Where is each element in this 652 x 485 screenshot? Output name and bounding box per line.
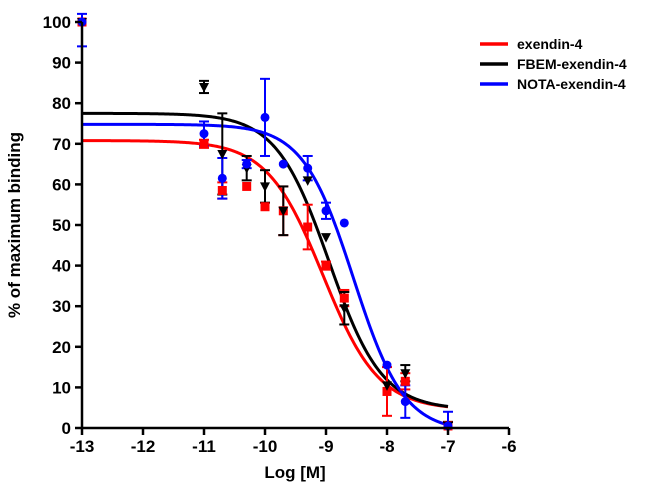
legend-item: exendin-4 (480, 36, 583, 52)
legend-label: NOTA-exendin-4 (517, 76, 626, 92)
data-point (242, 181, 252, 191)
legend-item: NOTA-exendin-4 (480, 76, 626, 92)
legend-item: FBEM-exendin-4 (480, 56, 627, 72)
data-point (400, 369, 411, 379)
x-tick-label: -11 (192, 437, 216, 456)
data-point (321, 233, 331, 243)
y-tick-label: 80 (52, 94, 71, 113)
x-tick-label: -9 (318, 437, 333, 456)
legend: exendin-4 FBEM-exendin-4 NOTA-exendin-4 (480, 36, 627, 92)
x-ticks: -13 -12 -11 -10 -9 -8 -7 -6 (70, 428, 517, 456)
y-tick-label: 90 (52, 54, 71, 73)
x-tick-label: -13 (70, 437, 95, 456)
x-tick-label: -12 (131, 437, 156, 456)
y-tick-label: 30 (52, 297, 71, 316)
fit-curves (82, 111, 449, 427)
legend-label: exendin-4 (517, 36, 583, 52)
y-tick-label: 20 (52, 338, 71, 357)
data-point (260, 112, 270, 122)
y-tick-label: 50 (52, 216, 71, 235)
data-point (242, 159, 252, 169)
data-point (339, 293, 349, 303)
data-point (260, 202, 270, 212)
data-point (339, 218, 349, 228)
data-point (278, 206, 289, 217)
data-point (400, 397, 410, 407)
data-point (382, 386, 392, 396)
data-point (260, 182, 270, 192)
data-point (199, 82, 209, 93)
y-ticks: 0 10 20 30 40 50 60 70 80 90 100 (43, 13, 82, 438)
data-point (321, 206, 331, 216)
data-point (199, 129, 209, 139)
x-tick-label: -10 (253, 437, 278, 456)
y-tick-label: 10 (52, 378, 71, 397)
data-point (303, 222, 313, 232)
y-tick-label: 100 (43, 13, 71, 32)
data-point (303, 163, 313, 173)
data-point (400, 376, 410, 386)
y-tick-label: 60 (52, 175, 71, 194)
data-point (321, 261, 331, 271)
data-point (217, 185, 227, 195)
fit-curve-1 (82, 111, 449, 408)
y-tick-label: 40 (52, 257, 71, 276)
data-point (278, 159, 288, 169)
y-tick-label: 0 (62, 419, 71, 438)
data-point (217, 173, 227, 183)
x-tick-label: -6 (501, 437, 516, 456)
data-point (217, 149, 228, 160)
data-point (339, 304, 350, 314)
data-point (382, 360, 392, 370)
legend-label: FBEM-exendin-4 (517, 56, 627, 72)
data-point (382, 381, 392, 391)
axes (80, 22, 509, 430)
x-tick-label: -8 (379, 437, 394, 456)
data-point (302, 176, 313, 186)
x-tick-label: -7 (440, 437, 455, 456)
y-axis-title: % of maximum binding (5, 132, 24, 318)
x-axis-title: Log [M] (264, 463, 325, 482)
data-point (199, 139, 209, 149)
error-bars (77, 12, 453, 429)
y-tick-label: 70 (52, 135, 71, 154)
